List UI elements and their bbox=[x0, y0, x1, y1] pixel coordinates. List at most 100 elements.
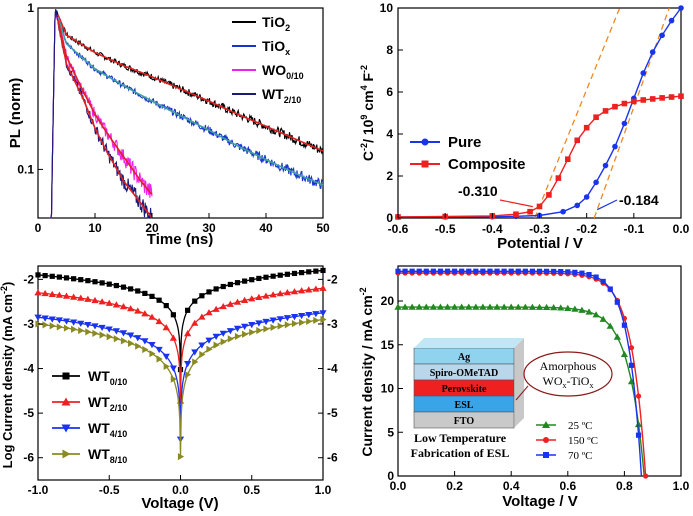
data-point bbox=[256, 275, 262, 282]
data-point bbox=[291, 320, 299, 328]
y-axis-title: Log Current density (mA cm-2) bbox=[0, 282, 15, 469]
data-point bbox=[612, 103, 618, 110]
data-point bbox=[270, 273, 276, 279]
data-point bbox=[185, 371, 192, 379]
data-point bbox=[61, 397, 71, 406]
data-point bbox=[134, 307, 142, 314]
data-point bbox=[233, 298, 242, 305]
data-point bbox=[77, 320, 85, 327]
data-point bbox=[163, 362, 170, 371]
data-point bbox=[487, 268, 493, 274]
y-tick-label-right: -4 bbox=[327, 362, 338, 376]
legend-label: WT4/10 bbox=[88, 420, 127, 439]
data-point bbox=[70, 293, 78, 300]
data-point bbox=[106, 333, 113, 341]
data-point bbox=[213, 286, 219, 292]
data-point bbox=[71, 325, 78, 333]
device-layer-label: FTO bbox=[454, 416, 475, 427]
data-point bbox=[546, 192, 552, 198]
data-point bbox=[508, 268, 514, 274]
data-point bbox=[112, 301, 120, 308]
data-point bbox=[472, 303, 480, 310]
data-point bbox=[234, 280, 241, 286]
data-point bbox=[242, 330, 249, 338]
data-point bbox=[299, 318, 306, 327]
data-point bbox=[234, 332, 242, 341]
x-tick-label: -0.4 bbox=[482, 222, 503, 236]
data-point bbox=[85, 278, 91, 284]
data-point bbox=[466, 268, 472, 274]
data-point bbox=[155, 317, 163, 325]
data-point bbox=[443, 303, 452, 310]
data-point bbox=[99, 280, 105, 286]
data-point bbox=[402, 268, 408, 274]
data-point bbox=[557, 304, 565, 311]
annotation-arrow bbox=[596, 199, 618, 211]
data-point bbox=[199, 350, 206, 359]
data-point bbox=[421, 138, 429, 146]
data-point bbox=[55, 291, 63, 298]
fit-line bbox=[57, 21, 153, 219]
data-point bbox=[543, 452, 549, 458]
data-point bbox=[514, 303, 522, 310]
data-point bbox=[35, 272, 41, 278]
data-point bbox=[473, 268, 479, 274]
plot-frame bbox=[397, 7, 682, 219]
data-point bbox=[255, 320, 263, 327]
data-point bbox=[578, 306, 586, 313]
data-point bbox=[621, 100, 628, 107]
data-point bbox=[120, 284, 127, 290]
data-point bbox=[277, 322, 284, 330]
data-point bbox=[77, 294, 85, 301]
data-point bbox=[41, 289, 49, 297]
y-tick-label: 0 bbox=[386, 211, 393, 225]
legend-label: WT2/10 bbox=[88, 394, 127, 413]
device-top-face bbox=[414, 338, 524, 348]
data-point bbox=[306, 317, 313, 326]
data-point bbox=[319, 310, 327, 317]
data-point bbox=[459, 268, 465, 274]
x-tick-label: 1.0 bbox=[673, 479, 690, 493]
annotations: -0.310 -0.184 bbox=[458, 183, 659, 211]
y-axis-title: Current density / mA cm-2 bbox=[358, 287, 375, 456]
plot-frame bbox=[37, 7, 324, 219]
data-point bbox=[299, 270, 305, 276]
y-tick-label: 5 bbox=[387, 425, 394, 439]
data-point bbox=[444, 268, 451, 274]
callout-bubble bbox=[523, 351, 613, 397]
legend-subscript: x bbox=[285, 47, 290, 57]
x-tick-label: 0.4 bbox=[503, 479, 520, 493]
x-axis-title: Time (ns) bbox=[147, 231, 213, 248]
x-tick-label: 1.0 bbox=[315, 483, 332, 497]
data-point bbox=[199, 293, 205, 299]
data-point bbox=[269, 291, 277, 298]
legend-label: Composite bbox=[448, 156, 526, 173]
data-point bbox=[572, 269, 578, 275]
data-point bbox=[313, 268, 319, 274]
y-tick-label: -3 bbox=[23, 317, 34, 331]
data-point bbox=[34, 314, 42, 321]
data-point bbox=[105, 299, 113, 306]
device-layer-label: ESL bbox=[455, 400, 474, 411]
legend-subscript: 0/10 bbox=[110, 377, 128, 387]
data-point bbox=[536, 268, 543, 274]
data-point bbox=[500, 303, 508, 310]
data-point bbox=[571, 305, 579, 312]
y-tick-label: 0 bbox=[387, 469, 394, 483]
legend-name: TiO bbox=[262, 38, 285, 54]
data-point bbox=[127, 305, 135, 312]
data-point bbox=[56, 323, 63, 331]
data-point bbox=[220, 338, 227, 346]
data-point bbox=[142, 345, 149, 354]
data-point bbox=[92, 279, 98, 285]
series-line bbox=[398, 7, 682, 218]
tangent-fit-line bbox=[534, 7, 621, 219]
legend-label: WT0/10 bbox=[88, 368, 127, 387]
data-point bbox=[678, 5, 684, 11]
x-tick-label: 0 bbox=[35, 221, 42, 235]
data-point bbox=[290, 288, 299, 295]
axis-ticks: -1.0 -0.5 0.0 0.5 1.0 -2 -2 -3 -3 -4 -4 -5 -5 -6 -6 bbox=[23, 272, 338, 497]
y-tick-label: 4 bbox=[386, 127, 393, 141]
device-layer-label: Ag bbox=[458, 352, 470, 363]
